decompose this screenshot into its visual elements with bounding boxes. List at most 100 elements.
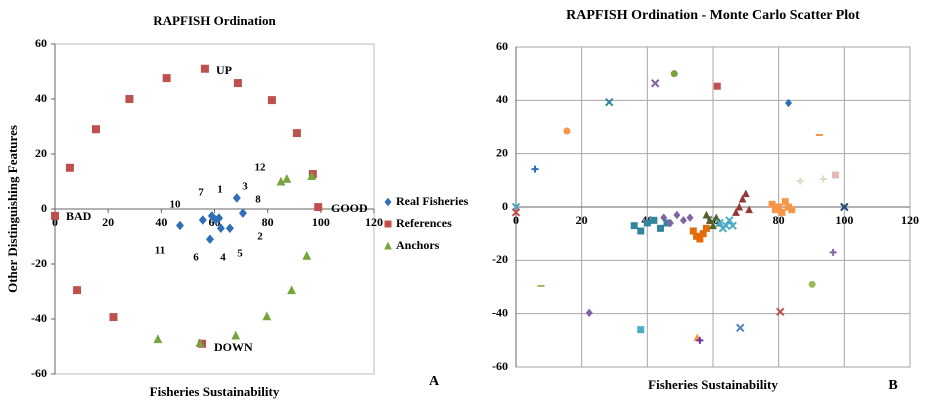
annotation: BAD [66,209,92,223]
point [686,213,694,222]
point [276,176,286,186]
point [200,64,209,73]
annotation: UP [216,63,232,77]
point [73,286,82,295]
point [715,218,724,228]
annotation: GOOD [331,201,368,215]
point [195,338,205,347]
point [238,208,247,218]
point [51,211,59,220]
point [785,98,793,108]
panel-label: A [429,374,440,389]
point [741,189,750,198]
point [162,74,171,83]
x-axis-title: Fisheries Sustainability [648,377,778,392]
y-tick-label: 60 [496,39,508,53]
x-tick-label: 40 [155,215,167,229]
point [699,230,707,238]
point [709,221,717,230]
point [796,177,804,185]
point [679,216,687,225]
point [831,171,839,179]
point [314,203,323,212]
x-tick-label: 120 [901,213,919,227]
x-axis-title: Fisheries Sustainability [150,384,280,399]
point [736,323,745,333]
point [725,216,734,225]
point [738,194,747,203]
annotation: 10 [170,199,182,211]
point [650,216,658,224]
point [109,313,118,322]
y-tick-label: 40 [35,91,47,105]
point [819,175,827,183]
point [216,223,225,234]
point [563,127,571,135]
point [840,202,849,212]
point [205,234,214,245]
annotation: DOWN [214,340,253,354]
panel-label: B [888,378,897,393]
point [666,218,674,228]
point [732,208,740,216]
annotation: 4 [220,252,226,264]
point [788,206,796,214]
y-tick-label: -20 [31,256,47,270]
point [511,208,521,217]
point [696,235,704,243]
point [656,224,664,232]
point [745,205,753,214]
legend-label: Real Fisheries [396,194,469,208]
point [775,203,783,211]
point [605,97,614,107]
point [287,285,296,295]
point [65,163,74,172]
y-tick-label: -60 [492,359,508,373]
point [125,95,134,103]
annotation: 3 [242,181,248,193]
y-tick-label: -20 [492,252,508,266]
point [776,307,785,317]
point [781,198,789,206]
chart-title: RAPFISH Ordination - Monte Carlo Scatter… [566,8,860,23]
point [91,125,100,134]
point [670,70,678,78]
point [778,208,786,216]
point [585,308,593,318]
annotation: 2 [257,231,263,243]
annotation: 7 [198,187,204,199]
point [713,82,721,90]
point [198,215,207,225]
x-tick-label: 20 [576,213,588,227]
point [702,224,710,232]
point [643,219,651,227]
y-axis-title: Other Distinguishing Features [5,125,20,293]
point [292,129,301,138]
annotation: 8 [255,194,261,206]
x-tick-label: 20 [102,215,114,229]
point [153,334,163,344]
y-tick-label: -40 [492,305,508,319]
point [768,200,776,208]
annotation: 5 [237,248,243,260]
x-tick-label: 80 [773,213,785,227]
annotation: 1 [217,184,223,196]
annotation: 11 [155,245,165,257]
point [307,171,317,180]
point [231,330,241,340]
legend-label: Anchors [396,238,440,252]
point [660,213,668,222]
y-tick-label: 20 [496,145,508,159]
x-tick-label: 100 [312,215,330,229]
point [721,221,731,230]
point [225,223,234,234]
y-tick-label: 20 [35,146,47,160]
x-tick-label: 80 [262,215,274,229]
point [808,280,816,288]
point [232,193,241,203]
point [282,173,292,183]
y-tick-label: -60 [31,366,47,380]
legend-marker [384,220,392,228]
